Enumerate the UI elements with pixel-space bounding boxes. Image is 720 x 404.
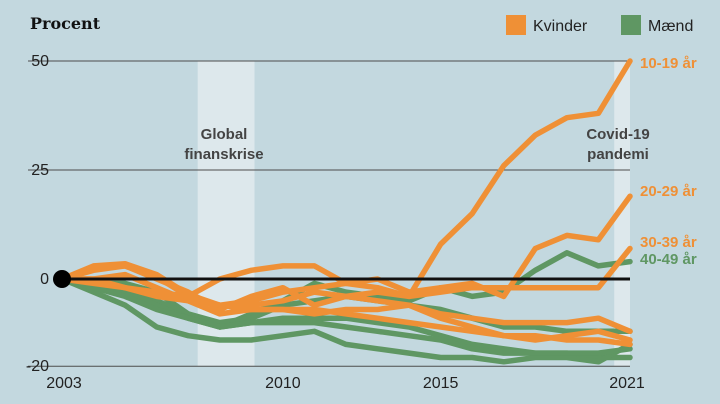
y-tick-label: 25 [31, 162, 49, 179]
series-end-label: 10-19 år [640, 55, 697, 72]
legend-label: Mænd [648, 18, 693, 35]
annotation-text: Covid-19 [586, 126, 649, 143]
x-tick-label: 2003 [46, 375, 82, 392]
y-axis-title: Procent [30, 14, 101, 33]
series-line [59, 276, 633, 356]
legend-swatch [621, 15, 641, 35]
series-line [59, 276, 633, 343]
annotation-text: pandemi [587, 146, 649, 163]
series-line [59, 276, 633, 365]
series-end-label: 30-39 år [640, 234, 697, 251]
x-tick-label: 2010 [265, 375, 301, 392]
series-line [59, 271, 633, 335]
origin-dot [53, 270, 71, 288]
series-line [59, 276, 633, 348]
y-tick-label: 0 [40, 271, 49, 288]
series-end-label: 40-49 år [640, 251, 697, 268]
annotation-text: Global [201, 126, 248, 143]
legend-label: Kvinder [533, 18, 588, 35]
x-tick-label: 2021 [609, 375, 645, 392]
series-line [59, 58, 633, 308]
annotation-text: finanskrise [184, 146, 263, 163]
series-end-label: 20-29 år [640, 183, 697, 200]
series-lines [53, 58, 633, 365]
annotation-band [614, 61, 630, 367]
legend-swatch [506, 15, 526, 35]
x-tick-label: 2015 [423, 375, 459, 392]
y-tick-label: -20 [26, 358, 49, 375]
grid-lines [28, 60, 630, 367]
y-tick-label: 50 [31, 53, 49, 70]
